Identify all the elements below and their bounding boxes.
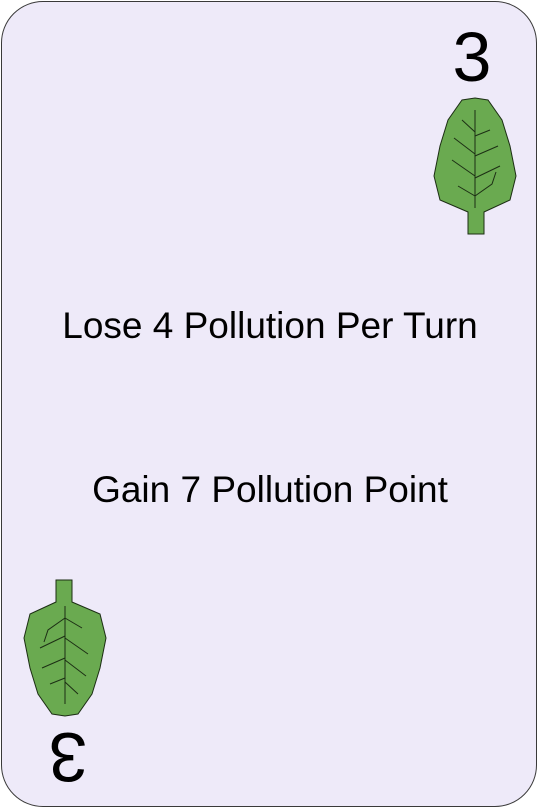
leaf-icon (23, 579, 107, 717)
card-rank-top: 3 (452, 18, 492, 96)
card-corner-top: 3 (422, 12, 522, 252)
card-rank-bottom: 3 (48, 718, 88, 796)
card-corner-bottom: 3 (18, 562, 118, 802)
leaf-icon (433, 97, 517, 235)
card-effect-secondary: Gain 7 Pollution Point (92, 469, 448, 510)
card-effect-primary: Lose 4 Pollution Per Turn (62, 305, 478, 346)
